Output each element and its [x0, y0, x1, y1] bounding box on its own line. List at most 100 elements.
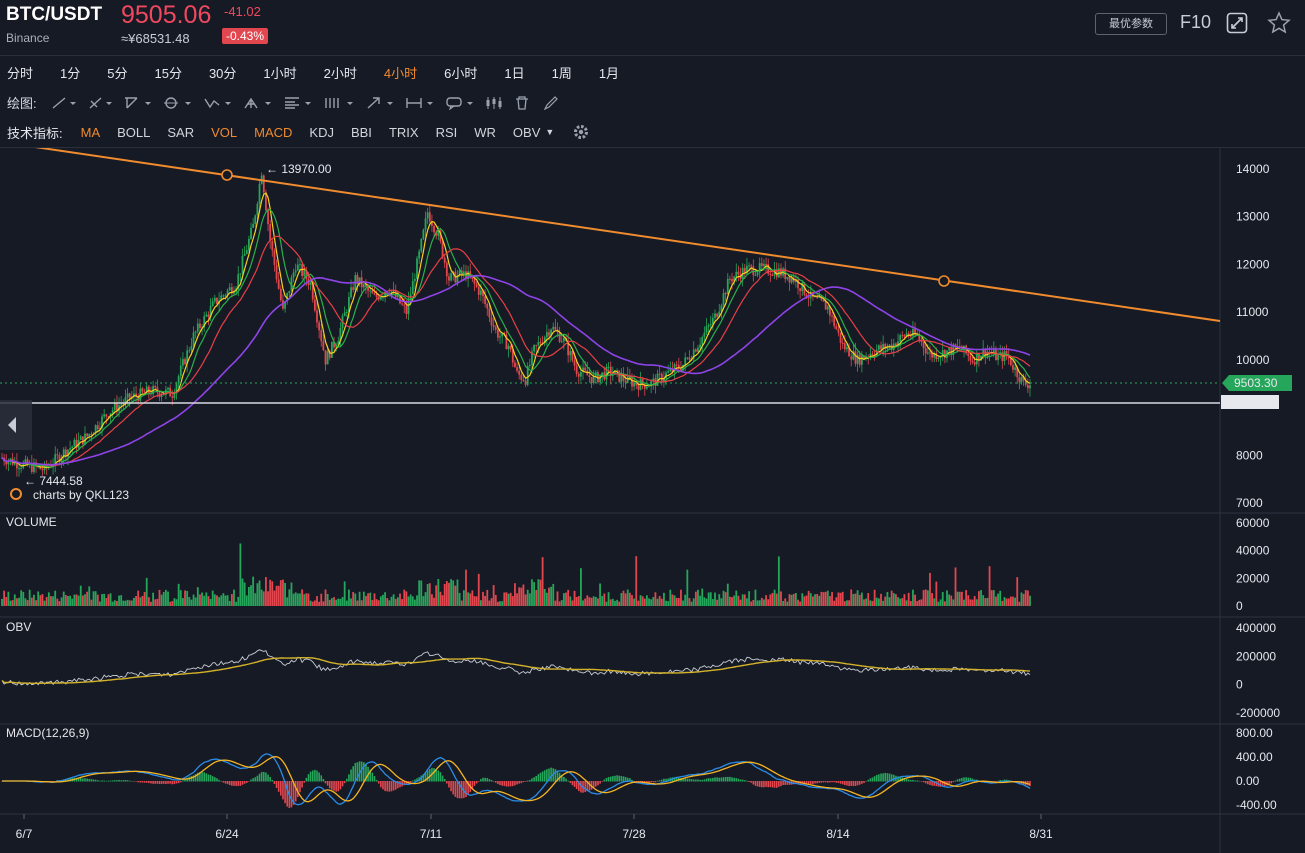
brush-icon[interactable]: [541, 95, 559, 110]
candle-body: [952, 344, 955, 356]
chart-area[interactable]: 14000 13000 12000 11000 10000 8000 7000 9503.30…: [0, 146, 1305, 853]
macd-histogram-bar: [597, 781, 599, 786]
volume-bar: [152, 592, 155, 606]
indicator-obv[interactable]: OBV: [512, 124, 541, 140]
optimal-params-button[interactable]: 最优参数: [1095, 13, 1167, 35]
timeframe-10[interactable]: 1周: [551, 66, 572, 81]
macd-histogram-bar: [124, 779, 127, 782]
obv-axis-tick: 0: [1236, 678, 1243, 692]
candle-body: [709, 324, 712, 326]
candle-toggle-icon[interactable]: [485, 96, 503, 110]
candle-body: [435, 232, 438, 236]
arrow-tool-icon[interactable]: [365, 96, 395, 110]
timeframe-1[interactable]: 1分: [60, 66, 81, 81]
volume-bar: [5, 596, 8, 606]
candle-body: [173, 393, 176, 398]
macd-histogram-bar: [765, 781, 767, 787]
macd-histogram-bar: [294, 781, 297, 802]
macd-histogram-bar: [941, 781, 944, 787]
candle-body: [620, 374, 623, 382]
volume-bar: [186, 590, 189, 606]
fib-tool-icon[interactable]: [283, 96, 313, 110]
volume-bar: [399, 593, 401, 606]
indicator-ma[interactable]: MA: [80, 124, 101, 140]
timeframe-4[interactable]: 30分: [208, 66, 237, 81]
comment-tool-icon[interactable]: [445, 96, 475, 110]
circle-tool-icon[interactable]: [163, 96, 193, 110]
measure-tool-icon[interactable]: [405, 96, 435, 110]
indicator-bbi[interactable]: BBI: [350, 124, 372, 140]
candle-body: [1005, 351, 1008, 355]
gann-tool-icon[interactable]: [323, 96, 355, 110]
candle-body: [313, 299, 316, 311]
channel-tool-icon[interactable]: [123, 96, 153, 110]
candle-body: [67, 449, 69, 457]
candle-body: [258, 183, 261, 204]
timeframe-7[interactable]: 4小时: [383, 66, 418, 81]
volume-bar: [479, 600, 482, 606]
macd-histogram-bar: [403, 781, 406, 786]
zigzag-tool-icon[interactable]: [203, 96, 233, 110]
volume-bar: [901, 598, 904, 606]
volume-bar: [279, 580, 282, 606]
volume-bar: [594, 596, 597, 606]
indicator-settings-gear-icon[interactable]: [572, 123, 590, 141]
candle-body: [573, 360, 576, 366]
volume-bar: [1020, 592, 1023, 606]
volume-bar: [582, 600, 584, 606]
indicator-sar[interactable]: SAR: [167, 124, 195, 140]
ray-tool-icon[interactable]: [87, 96, 113, 110]
volume-bar: [431, 594, 433, 606]
indicator-more-caret-icon[interactable]: ▼: [545, 127, 555, 137]
volume-bar: [982, 595, 985, 606]
volume-bar: [963, 599, 965, 606]
macd-histogram-bar: [148, 781, 150, 784]
indicator-macd[interactable]: MACD: [254, 124, 293, 140]
candle-body: [539, 342, 542, 344]
volume-bar: [482, 591, 484, 606]
candle-body: [194, 331, 197, 333]
candle-body: [888, 344, 891, 347]
volume-bar: [652, 597, 655, 606]
volume-bar: [256, 583, 259, 606]
f10-button[interactable]: F10: [1180, 12, 1212, 32]
candle-body: [256, 203, 259, 216]
timeframe-2[interactable]: 5分: [107, 66, 128, 81]
line-tool-icon[interactable]: [51, 96, 77, 110]
macd-histogram-bar: [341, 781, 344, 787]
indicator-trix[interactable]: TRIX: [388, 124, 419, 140]
timeframe-3[interactable]: 15分: [154, 66, 182, 81]
candle-body: [669, 368, 672, 371]
timeframe-6[interactable]: 2小时: [323, 66, 357, 81]
macd-histogram-bar: [726, 776, 729, 782]
timeframe-8[interactable]: 6小时: [444, 66, 478, 81]
volume-bar: [303, 594, 306, 606]
favorite-star-icon[interactable]: [1267, 11, 1291, 35]
drawing-label: 绘图:: [7, 96, 37, 111]
volume-bar: [941, 592, 944, 606]
pitchfork-tool-icon[interactable]: [243, 96, 273, 110]
indicator-boll[interactable]: BOLL: [117, 124, 151, 140]
macd-histogram-bar: [331, 781, 333, 790]
trash-icon[interactable]: [513, 95, 531, 110]
indicator-rsi[interactable]: RSI: [435, 124, 458, 140]
candle-body: [605, 366, 608, 380]
volume-bar: [433, 597, 435, 606]
candle-body: [763, 263, 765, 267]
indicator-kdj[interactable]: KDJ: [309, 124, 334, 140]
timeframe-5[interactable]: 1小时: [263, 66, 297, 81]
indicator-vol[interactable]: VOL: [211, 124, 238, 140]
volume-bar: [907, 592, 910, 606]
volume-bar: [377, 600, 380, 606]
indicator-wr[interactable]: WR: [474, 124, 496, 140]
volume-bar: [222, 593, 225, 606]
expand-icon[interactable]: [1226, 12, 1248, 34]
macd-histogram-bar: [352, 766, 354, 782]
timeframe-0[interactable]: 分时: [7, 66, 34, 81]
macd-histogram-bar: [961, 777, 963, 782]
timeframe-11[interactable]: 1月: [598, 66, 620, 81]
macd-histogram-bar: [1001, 780, 1004, 782]
price-chart-svg[interactable]: 14000 13000 12000 11000 10000 8000 7000 9503.30…: [0, 146, 1305, 853]
volume-bar: [548, 587, 550, 606]
timeframe-9[interactable]: 1日: [504, 66, 525, 81]
